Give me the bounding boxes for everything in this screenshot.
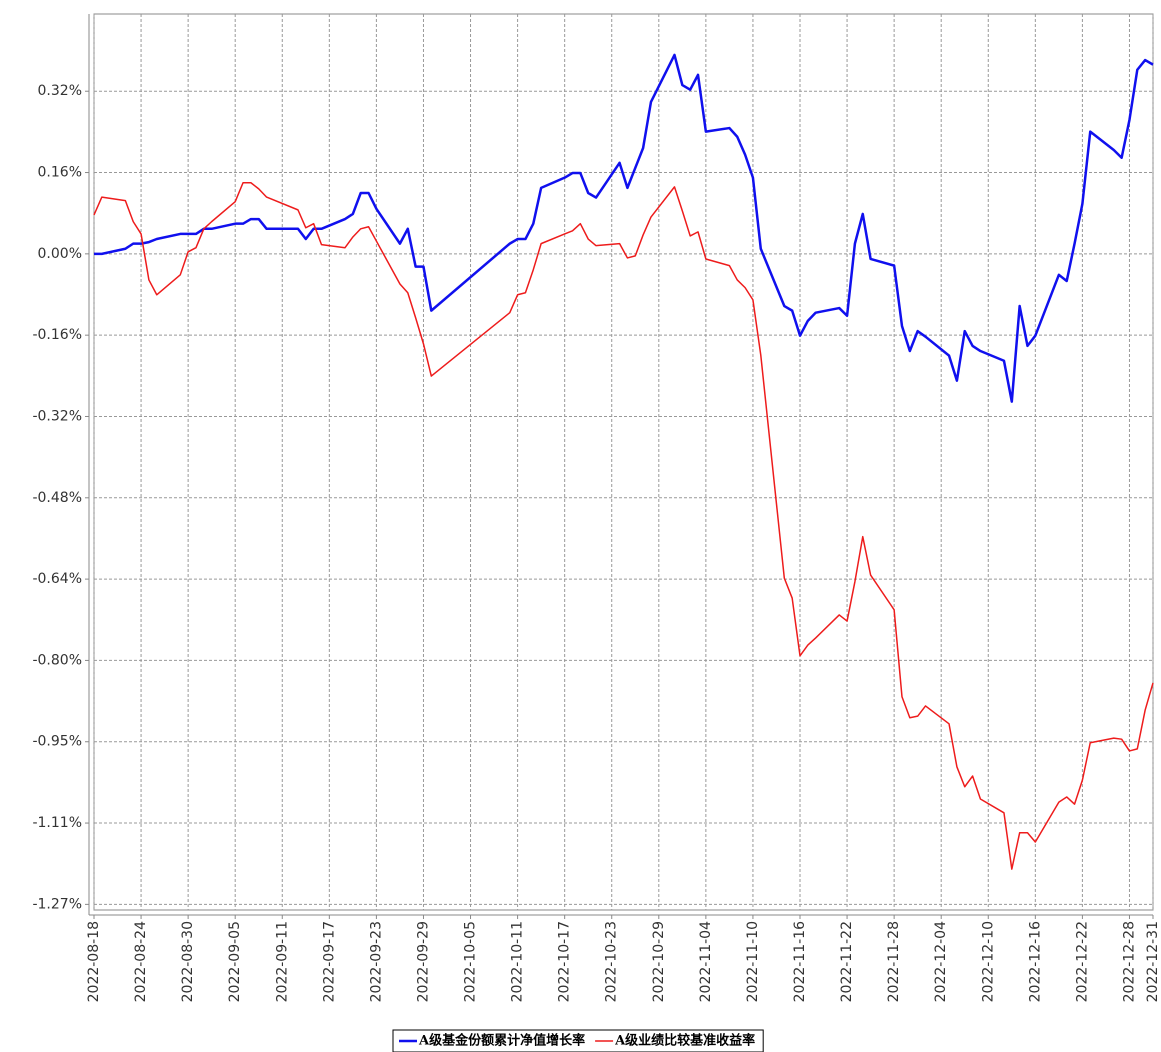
x-tick-label: 2022-10-05 [463,921,479,1002]
x-tick-label: 2022-08-18 [86,921,102,1002]
plot-area [93,13,1154,911]
legend: A级基金份额累计净值增长率 A级业绩比较基准收益率 [392,1029,764,1052]
y-tick-label: -0.48% [32,490,82,506]
x-tick-label: 2022-08-30 [180,921,196,1002]
y-tick-label: -0.64% [32,571,82,587]
x-tick-label: 2022-10-11 [510,921,526,1002]
y-tick-label: -0.16% [32,327,82,343]
y-tick-label: -0.95% [32,734,82,750]
x-tick-label: 2022-12-10 [980,921,996,1002]
x-tick-label: 2022-12-28 [1121,921,1137,1002]
x-tick-label: 2022-12-04 [933,921,949,1002]
x-tick-label: 2022-11-22 [839,921,855,1002]
series-line [93,182,1154,870]
x-tick-label: 2022-12-31 [1145,921,1161,1002]
legend-label: A级基金份额累计净值增长率 [418,1033,585,1049]
x-tick-label: 2022-11-10 [745,921,761,1002]
series-line [94,53,1154,403]
legend-label: A级业绩比较基准收益率 [614,1033,755,1049]
x-tick-label: 2022-10-29 [651,921,667,1002]
y-tick-label: -1.11% [32,815,82,831]
x-tick-label: 2022-12-16 [1027,921,1043,1002]
x-tick-label: 2022-10-17 [557,921,573,1002]
x-tick-label: 2022-11-04 [698,921,714,1002]
x-tick-label: 2022-09-23 [368,921,384,1002]
x-tick-label: 2022-10-23 [604,921,620,1002]
y-tick-label: -0.80% [32,652,82,668]
y-tick-label: -1.27% [32,896,82,912]
x-tick-label: 2022-09-05 [227,921,243,1002]
x-tick-label: 2022-09-17 [321,921,337,1002]
y-tick-label: 0.00% [38,246,82,262]
legend-box [392,1029,764,1052]
x-tick-label: 2022-12-22 [1074,921,1090,1002]
x-tick-label: 2022-11-28 [886,921,902,1002]
x-tick-label: 2022-09-11 [274,921,290,1002]
x-tick-label: 2022-09-29 [415,921,431,1002]
x-tick-label: 2022-08-24 [133,921,149,1002]
y-tick-label: 0.32% [38,83,82,99]
y-tick-label: -0.32% [32,408,82,424]
y-tick-label: 0.16% [38,165,82,181]
x-tick-label: 2022-11-16 [792,921,808,1002]
